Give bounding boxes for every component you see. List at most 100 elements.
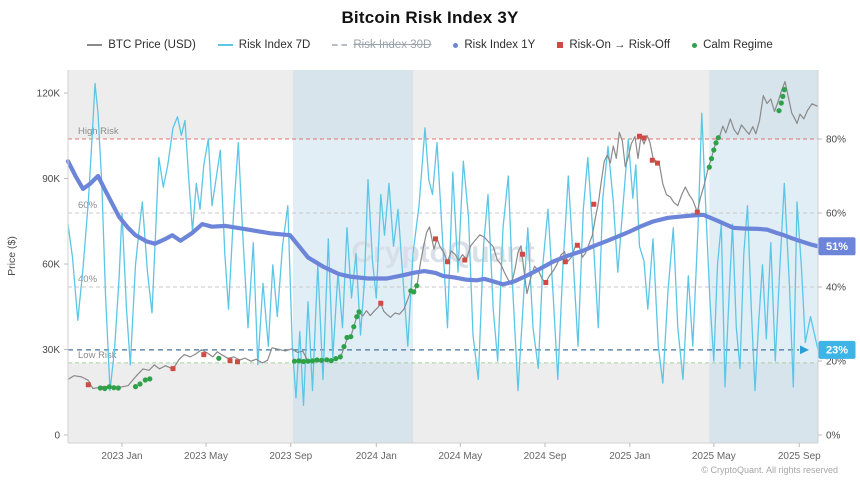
risk-off-marker xyxy=(520,251,525,257)
calm-regime-marker xyxy=(296,358,302,364)
calm-regime-marker xyxy=(318,357,325,363)
x-tick-label: 2024 Sep xyxy=(524,451,567,462)
risk-off-marker xyxy=(562,259,568,265)
risk-off-marker xyxy=(170,366,176,372)
calm-regime-marker xyxy=(708,156,715,162)
x-tick-label: 2024 Jan xyxy=(356,451,397,462)
risk-1y-current-badge xyxy=(818,237,856,256)
legend-item-calm-regime[interactable]: Calm Regime xyxy=(692,39,773,51)
calm-regime-marker xyxy=(142,377,148,383)
left-tick-label: 0 xyxy=(54,431,60,442)
risk-index-30d-swatch-icon xyxy=(332,44,348,46)
calm-regime-marker xyxy=(713,140,719,146)
highlight-band-2 xyxy=(709,70,819,443)
calm-regime-marker xyxy=(132,384,139,390)
risk-off-marker xyxy=(201,352,207,358)
low-risk-label: Low Risk xyxy=(78,350,117,361)
calm-regime-marker xyxy=(305,358,311,364)
legend-item-risk-index-7d[interactable]: Risk Index 7D xyxy=(217,39,310,51)
x-tick-label: 2023 May xyxy=(184,451,228,462)
calm-regime-marker xyxy=(348,334,354,340)
calm-regime-marker xyxy=(115,385,121,391)
calm-regime-marker xyxy=(309,358,316,364)
calm-regime-marker xyxy=(147,376,153,382)
high-risk-zone xyxy=(68,70,818,139)
legend-item-risk-on-risk-off[interactable]: Risk-On → Risk-Off xyxy=(557,39,670,51)
x-tick-label: 2024 May xyxy=(438,451,482,462)
calm-regime-marker xyxy=(337,354,343,360)
gridline-label-40: 40% xyxy=(78,274,98,285)
calm-regime-marker xyxy=(356,309,362,315)
risk-off-marker xyxy=(445,259,450,265)
risk-off-marker xyxy=(637,133,642,139)
risk-off-marker xyxy=(85,382,91,388)
risk-off-marker xyxy=(543,280,549,285)
calm-regime-marker xyxy=(351,324,357,330)
risk-off-marker xyxy=(591,201,597,207)
risk-off-marker xyxy=(227,358,233,364)
risk-7d-current-badge-value: 23% xyxy=(826,345,848,357)
calm-regime-marker xyxy=(711,147,717,153)
calm-regime-marker xyxy=(111,385,117,391)
calm-regime-marker xyxy=(97,385,103,391)
legend-item-btc-price-usd[interactable]: BTC Price (USD) xyxy=(87,39,196,51)
risk-index-7d-swatch-icon xyxy=(217,44,233,46)
risk-index-1y-swatch-icon xyxy=(453,42,459,48)
legend-label: Risk Index 30D xyxy=(353,39,432,51)
risk-off-marker xyxy=(649,157,655,163)
calm-regime-marker xyxy=(354,314,360,320)
btc-price-usd-swatch-icon xyxy=(87,44,103,46)
calm-regime-swatch-icon xyxy=(692,42,698,48)
calm-regime-marker xyxy=(137,381,143,387)
risk-7d-current-badge xyxy=(818,340,856,359)
calm-regime-marker xyxy=(776,108,782,114)
x-tick-label: 2025 Jan xyxy=(609,451,650,462)
risk-off-marker xyxy=(433,236,438,242)
calm-regime-marker xyxy=(216,355,222,361)
legend-label: Calm Regime xyxy=(703,39,773,51)
calm-regime-marker xyxy=(106,384,112,390)
calm-regime-marker xyxy=(414,283,420,289)
chart-legend: BTC Price (USD) Risk Index 7D Risk Index 3… xyxy=(0,39,860,51)
calm-regime-marker xyxy=(300,358,307,365)
calm-regime-marker xyxy=(328,358,334,364)
legend-item-risk-index-1y[interactable]: Risk Index 1Y xyxy=(453,39,535,51)
risk-off-marker xyxy=(378,300,384,306)
left-tick-label: 30K xyxy=(42,345,60,356)
calm-regime-marker xyxy=(411,289,417,295)
right-tick-label: 20% xyxy=(826,357,846,368)
legend-label: Risk Index 1Y xyxy=(464,39,536,51)
risk-off-marker xyxy=(574,242,580,248)
risk-off-marker xyxy=(655,160,660,166)
x-tick-label: 2025 Sep xyxy=(778,451,821,462)
right-tick-label: 80% xyxy=(826,135,846,146)
calm-regime-marker xyxy=(715,135,721,141)
risk-1y-current-badge-value: 51% xyxy=(826,241,848,253)
risk-off-marker xyxy=(694,209,700,215)
right-tick-label: 40% xyxy=(826,283,846,294)
left-tick-label: 60K xyxy=(42,260,60,271)
calm-regime-marker xyxy=(102,385,108,392)
risk-index-7d-series xyxy=(67,82,819,407)
calm-regime-marker xyxy=(706,164,712,170)
right-tick-label: 0% xyxy=(826,431,841,442)
right-tick-label: 60% xyxy=(826,209,846,220)
price-axis-title: Price ($) xyxy=(6,236,18,276)
x-tick-label: 2025 May xyxy=(692,451,736,462)
calm-regime-marker xyxy=(324,357,330,363)
x-tick-label: 2023 Sep xyxy=(269,451,312,462)
calm-regime-marker xyxy=(314,357,320,363)
calm-regime-marker xyxy=(291,358,298,364)
risk-on-risk-off-swatch-icon xyxy=(557,42,564,48)
left-tick-label: 120K xyxy=(37,89,61,100)
legend-item-risk-index-30d[interactable]: Risk Index 30D xyxy=(332,39,431,51)
low-risk-zone xyxy=(68,362,818,443)
left-tick-label: 90K xyxy=(42,174,60,185)
calm-regime-marker xyxy=(781,87,787,93)
chart-title: Bitcoin Risk Index 3Y xyxy=(341,8,519,27)
legend-label: Risk-On → Risk-Off xyxy=(569,39,671,51)
calm-regime-marker xyxy=(341,344,347,350)
legend-label: BTC Price (USD) xyxy=(108,39,196,51)
